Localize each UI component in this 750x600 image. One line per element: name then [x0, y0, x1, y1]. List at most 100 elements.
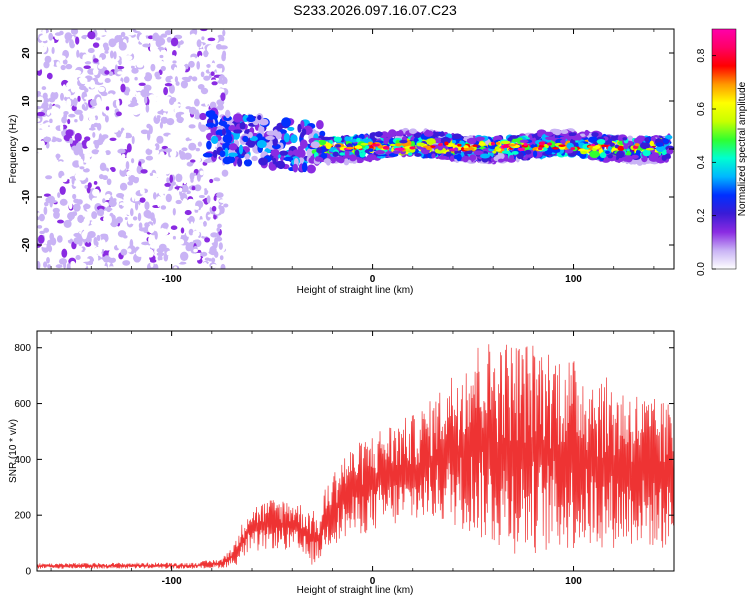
- spectrogram-cell: [73, 232, 82, 238]
- spectrogram-cell: [584, 129, 590, 136]
- spectrogram-cell: [53, 142, 58, 147]
- spectrogram-cell: [211, 257, 216, 263]
- spectrogram-cell: [131, 96, 138, 105]
- spectrogram-cell: [102, 42, 109, 49]
- y-tick-label: 0: [25, 567, 31, 578]
- spectrogram-cell: [219, 255, 224, 261]
- spectrogram-cell: [213, 250, 219, 258]
- spectrogram-cell: [203, 50, 209, 58]
- spectrogram-cell: [106, 215, 112, 224]
- spectrogram-cell: [508, 144, 516, 147]
- spectrogram-cell: [349, 154, 357, 162]
- spectrogram-cell: [228, 152, 238, 157]
- spectrogram-cell: [137, 212, 142, 222]
- snr-panel: -100 0 100 0 200 400 600 800 Height of straight…: [8, 330, 675, 596]
- spectrogram-cell: [150, 63, 156, 72]
- spectrogram-cell: [43, 193, 51, 197]
- spectrogram-cell: [37, 185, 45, 191]
- spectrogram-cell: [179, 251, 189, 261]
- spectrogram-cell: [124, 216, 128, 221]
- spectrogram-cell: [333, 136, 342, 142]
- spectrogram-cell: [48, 97, 56, 103]
- spectrogram-cell: [37, 106, 42, 110]
- spectrogram-cell: [439, 132, 445, 137]
- spectrogram-cell: [82, 168, 90, 173]
- spectrogram-cell: [374, 131, 383, 138]
- spectrogram-cell: [168, 104, 172, 108]
- spectrogram-cell: [360, 142, 369, 146]
- spectrogram-cell: [79, 113, 84, 122]
- spectrogram-cell: [183, 152, 192, 160]
- spectrogram-cell: [192, 230, 200, 238]
- spectrogram-cell: [37, 111, 46, 117]
- spectrogram-cell: [176, 116, 184, 123]
- colorbar-tick-label: 0.8: [696, 48, 707, 62]
- snr-x-axis-label: Height of straight line (km): [297, 585, 414, 596]
- spectrogram-cell: [218, 204, 222, 210]
- spectrogram-cell: [591, 132, 599, 137]
- spectrogram-cell: [201, 36, 205, 41]
- spectrogram-cell: [161, 230, 169, 236]
- spectrogram-cell: [154, 263, 159, 269]
- spectrogram-cell: [205, 122, 216, 128]
- spectrogram-cell: [191, 76, 198, 82]
- spectrogram-cell: [177, 42, 181, 49]
- spectrogram-cell: [165, 76, 172, 83]
- spectrogram-cell: [126, 152, 132, 161]
- spectrogram-cell: [149, 259, 157, 263]
- spectrogram-cell: [588, 145, 595, 149]
- spectrogram-cell: [205, 58, 212, 64]
- spectrogram-cell: [167, 264, 172, 269]
- spectrogram-cell: [166, 177, 170, 184]
- spectrogram-cell: [92, 131, 96, 138]
- spectrogram-cell: [199, 112, 207, 121]
- spectrogram-cell: [66, 82, 72, 89]
- spectrogram-cell: [538, 144, 545, 148]
- spectrogram-cell: [57, 55, 66, 61]
- spectrogram-cell: [500, 140, 511, 145]
- spectrogram-cell: [73, 198, 80, 204]
- spectrogram-cell: [118, 59, 122, 66]
- spectrogram-cell: [223, 115, 232, 122]
- spectrogram-cell: [440, 137, 451, 145]
- spectrogram-cell: [354, 145, 363, 150]
- spectrogram-cell: [211, 205, 217, 212]
- spectrogram-cell: [160, 33, 168, 38]
- spectrogram-cell: [87, 146, 93, 152]
- spectrogram-cell: [649, 140, 655, 147]
- spectrogram-cell: [127, 49, 133, 56]
- spectrogram-cell: [67, 229, 73, 236]
- spectrogram-cell: [81, 103, 86, 110]
- spectrogram-cell: [54, 223, 62, 227]
- spectrogram-cell: [96, 234, 101, 242]
- spectrogram-cell: [160, 65, 166, 72]
- spectrogram-cell: [121, 153, 126, 159]
- spectrogram-cell: [107, 140, 114, 146]
- spectrogram-cell: [170, 37, 179, 47]
- spectrogram-cell: [120, 248, 128, 256]
- colorbar-ticks: 0.0 0.2 0.4 0.6 0.8: [696, 48, 716, 276]
- spectrogram-cell: [87, 48, 95, 54]
- spectrogram-cell: [130, 60, 138, 66]
- spectrogram-cell: [306, 164, 316, 174]
- x-tick-label: -100: [162, 274, 182, 285]
- spectrogram-cell: [456, 153, 462, 162]
- spectrogram-cell: [94, 254, 99, 263]
- spectrogram-cell: [44, 55, 52, 64]
- spectrogram-cell: [77, 214, 85, 223]
- spectrogram-cell: [117, 148, 126, 154]
- spectrogram-cell: [169, 174, 174, 183]
- spectrogram-cell: [228, 125, 237, 132]
- spectrogram-cell: [156, 135, 164, 144]
- spectrogram-cell: [159, 169, 165, 174]
- spectrogram-cell: [175, 250, 182, 258]
- spectrogram-cell: [207, 37, 216, 42]
- spectrogram-cell: [116, 91, 124, 101]
- spectrogram-cell: [209, 199, 217, 208]
- spectrogram-cell: [587, 136, 598, 143]
- spectrogram-cell: [98, 174, 105, 180]
- spectrogram-cell: [120, 142, 127, 148]
- spectrogram-cell: [221, 53, 226, 62]
- spectrogram-cell: [616, 150, 625, 159]
- spectrogram-cell: [177, 238, 185, 245]
